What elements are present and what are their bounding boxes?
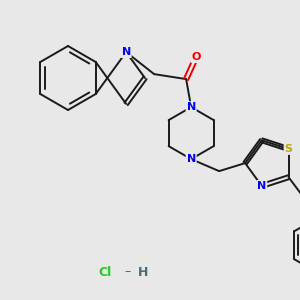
Text: N: N	[257, 181, 266, 191]
Text: N: N	[187, 154, 196, 164]
Text: N: N	[122, 47, 131, 57]
Text: –: –	[125, 266, 131, 278]
Text: Cl: Cl	[98, 266, 112, 278]
Text: H: H	[138, 266, 148, 278]
Text: S: S	[285, 144, 292, 154]
Text: N: N	[187, 102, 196, 112]
Text: O: O	[191, 52, 201, 62]
